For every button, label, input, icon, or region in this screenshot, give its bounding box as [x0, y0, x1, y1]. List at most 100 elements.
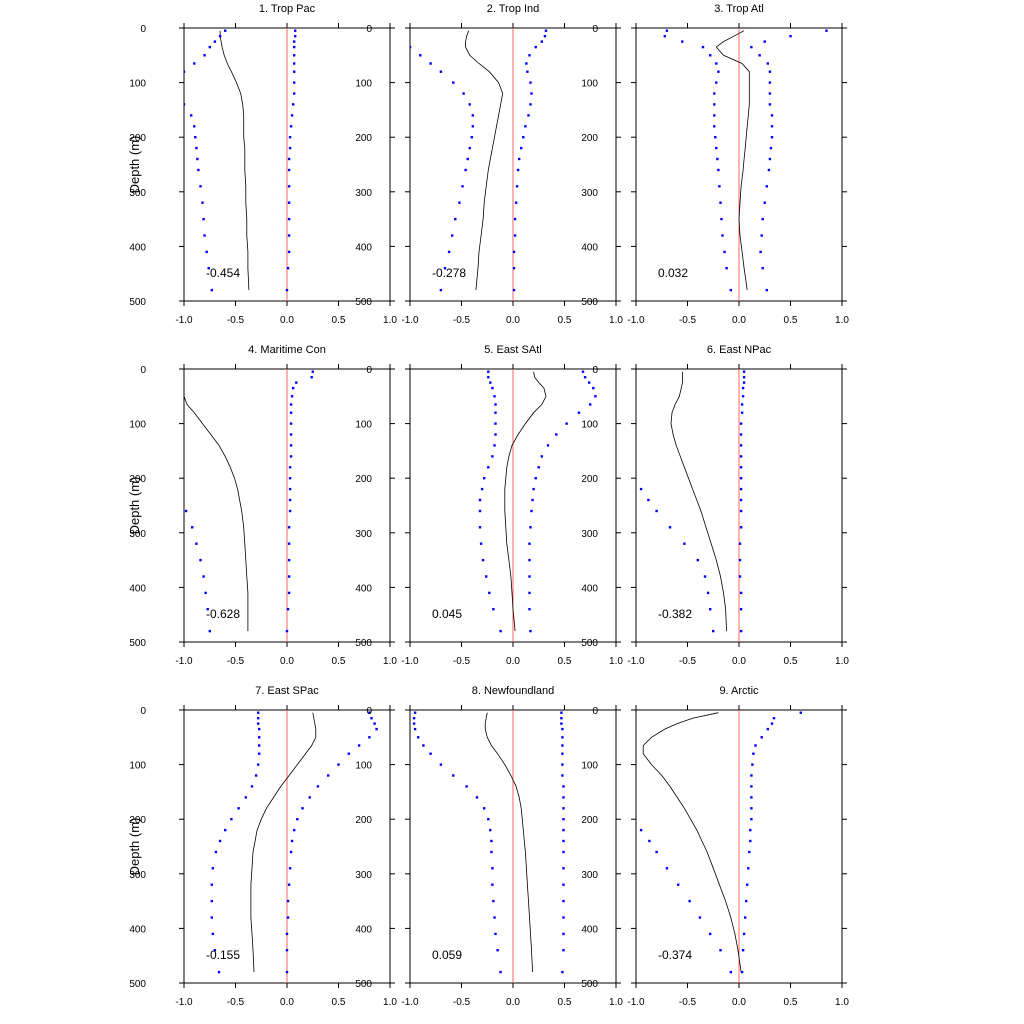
upper-bound-point: [562, 949, 565, 952]
lower-bound-point: [193, 125, 196, 128]
lower-bound-point: [491, 386, 494, 390]
upper-bound-point: [529, 81, 532, 84]
y-tick-label: 500: [355, 297, 372, 308]
lower-bound-point: [121, 376, 123, 378]
upper-bound-point: [739, 455, 743, 458]
lower-bound-point: [493, 444, 496, 447]
upper-bound-point: [742, 932, 746, 936]
lower-bound-point: [494, 422, 497, 425]
upper-bound-point: [739, 526, 743, 529]
lower-bound-point: [668, 526, 672, 529]
upper-bound-point: [347, 752, 350, 755]
lower-bound-point: [211, 932, 214, 936]
lower-bound-point: [688, 899, 691, 903]
x-tick-label: 1.0: [609, 315, 623, 326]
upper-bound-point: [528, 608, 531, 611]
x-tick-label: 0.5: [784, 656, 798, 667]
mean-line: [504, 371, 547, 632]
x-tick-label: 0.5: [784, 315, 798, 326]
lower-bound-point: [717, 70, 720, 73]
y-tick-label: 200: [129, 133, 146, 144]
lower-bound-point: [230, 818, 233, 821]
lower-bound-point: [412, 722, 416, 725]
upper-bound-point: [562, 899, 565, 903]
upper-bound-point: [292, 103, 295, 106]
upper-bound-point: [368, 736, 371, 739]
lower-bound-point: [121, 444, 123, 446]
lower-bound-point: [491, 883, 494, 886]
y-tick-label: 300: [355, 870, 372, 881]
correlation-label: -0.374: [658, 948, 692, 962]
correlation-label: -0.454: [206, 266, 240, 280]
x-tick-label: -1.0: [627, 997, 645, 1008]
panel-title: 1. Trop Pac: [259, 3, 316, 15]
y-tick-label: 300: [129, 529, 146, 540]
correlation-label: -0.155: [206, 948, 240, 962]
y-tick-label: 100: [129, 761, 146, 772]
upper-bound-point: [760, 234, 763, 237]
lower-bound-point: [578, 796, 580, 798]
y-tick-label: 100: [129, 420, 146, 431]
panel-title: 3. Trop Atl: [714, 3, 764, 15]
series-group: [210, 711, 378, 974]
upper-bound-point: [770, 114, 774, 117]
lower-bound-point: [487, 818, 490, 821]
lower-bound-point: [121, 387, 123, 389]
lower-bound-point: [195, 542, 198, 545]
lower-bound-point: [493, 395, 496, 398]
lower-bound-point: [479, 542, 483, 545]
upper-bound-point: [528, 575, 531, 578]
upper-bound-point: [741, 395, 745, 398]
upper-bound-point: [513, 234, 517, 237]
lower-bound-point: [604, 444, 606, 446]
lower-bound-point: [218, 839, 222, 843]
lower-bound-point: [121, 403, 123, 405]
upper-bound-point: [770, 722, 774, 725]
y-tick-label: 100: [581, 79, 598, 90]
upper-bound-point: [534, 477, 537, 480]
upper-bound-point: [524, 125, 527, 128]
lower-bound-point: [491, 455, 494, 458]
upper-bound-point: [526, 70, 529, 73]
lower-bound-point: [214, 850, 218, 854]
y-tick-label: 400: [355, 583, 372, 594]
upper-bound-point: [562, 828, 565, 832]
x-tick-label: -0.5: [453, 997, 471, 1008]
lower-bound-point: [451, 234, 454, 237]
lower-bound-point: [491, 867, 494, 870]
upper-bound-point: [286, 916, 290, 919]
y-tick-label: 200: [355, 474, 372, 485]
y-tick-label: 500: [129, 638, 146, 649]
upper-bound-point: [287, 250, 291, 254]
lower-bound-point: [404, 40, 406, 42]
lower-bound-point: [639, 487, 643, 491]
upper-bound-point: [289, 433, 293, 436]
upper-bound-point: [301, 807, 304, 810]
upper-bound-point: [555, 433, 558, 436]
upper-bound-point: [294, 35, 297, 38]
x-tick-label: 0.0: [732, 315, 746, 326]
panel-1: 1. Trop Pac -1.0 -0.5 0.0 0.5 1.0 0 100 200 300 40…: [127, 3, 397, 326]
lower-bound-point: [677, 883, 680, 886]
lower-bound-point: [206, 608, 209, 611]
upper-bound-point: [512, 250, 516, 254]
lower-bound-point: [709, 608, 712, 611]
upper-bound-point: [308, 796, 311, 799]
lower-bound-point: [258, 736, 261, 739]
upper-bound-point: [758, 54, 761, 57]
lower-bound-point: [422, 744, 425, 747]
upper-bound-point: [293, 54, 296, 57]
y-tick-label: 0: [140, 24, 146, 35]
panel-2: 2. Trop Ind -1.0 -0.5 0.0 0.5 1.0 0 100 200 300 40…: [355, 3, 623, 326]
upper-bound-point: [742, 381, 746, 384]
lower-bound-point: [458, 201, 461, 204]
upper-bound-point: [373, 722, 376, 725]
upper-bound-point: [286, 899, 290, 903]
lower-bound-point: [237, 807, 240, 810]
lower-bound-point: [429, 62, 432, 65]
lower-bound-point: [203, 234, 206, 237]
upper-bound-point: [739, 433, 743, 436]
upper-bound-point: [290, 839, 294, 843]
upper-bound-point: [288, 509, 292, 513]
upper-bound-point: [740, 411, 744, 414]
